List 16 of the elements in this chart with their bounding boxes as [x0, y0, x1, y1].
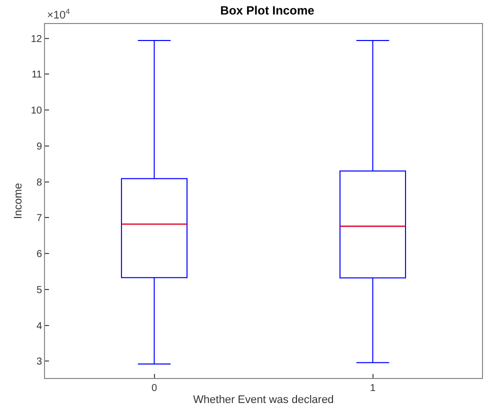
- x-axis-title: Whether Event was declared: [193, 394, 334, 406]
- y-tick-label: 12: [30, 34, 42, 45]
- y-tick-label: 10: [30, 106, 42, 117]
- y-tick-label: 7: [36, 213, 42, 224]
- y-axis-title: Income: [12, 182, 25, 220]
- x-tick-label: 1: [370, 383, 376, 394]
- text: ×10$^{4}$: [47, 7, 71, 22]
- y-tick-label: 3: [36, 356, 42, 368]
- y-tick-label: 11: [32, 70, 42, 81]
- y-tick-label: 9: [36, 141, 42, 152]
- x-tick-label: 0: [151, 383, 158, 394]
- y-tick-label: 5: [36, 284, 42, 296]
- y-tick-label: 8: [36, 177, 42, 188]
- y-tick-label: 6: [36, 249, 42, 260]
- chart-title: Box Plot Income: [220, 4, 315, 18]
- y-tick-label: 4: [36, 320, 42, 332]
